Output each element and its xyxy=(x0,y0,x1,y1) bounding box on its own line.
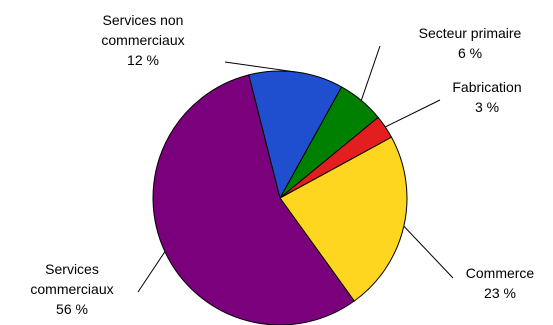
slice-percent: 12 % xyxy=(127,52,159,68)
slice-label-services-non-commerciaux: Services non commerciaux 12 % xyxy=(101,12,184,68)
slice-label-line: Commerce xyxy=(466,265,535,281)
leader-line-services-commerciaux xyxy=(137,251,166,293)
slice-label-fabrication: Fabrication 3 % xyxy=(452,79,521,115)
slice-label-secteur-primaire: Secteur primaire 6 % xyxy=(419,25,522,61)
leader-line-fabrication xyxy=(385,99,441,128)
slice-percent: 3 % xyxy=(475,99,499,115)
slice-label-line: Services non xyxy=(103,12,184,28)
slice-label-line: commerciaux xyxy=(30,281,113,297)
slice-label-services-commerciaux: Services commerciaux 56 % xyxy=(30,261,113,317)
slice-label-line: commerciaux xyxy=(101,32,184,48)
leader-line-services-non-commerciaux xyxy=(224,61,297,73)
slice-label-line: Services xyxy=(45,261,99,277)
slice-percent: 23 % xyxy=(484,285,516,301)
slice-label-line: Fabrication xyxy=(452,79,521,95)
leader-line-commerce xyxy=(403,225,454,279)
slice-label-commerce: Commerce 23 % xyxy=(466,265,535,301)
slice-label-line: Secteur primaire xyxy=(419,25,522,41)
leader-line-secteur-primaire xyxy=(360,45,381,101)
slice-percent: 56 % xyxy=(56,301,88,317)
slice-percent: 6 % xyxy=(458,45,482,61)
pie-slice-services-commerciaux xyxy=(152,74,355,325)
